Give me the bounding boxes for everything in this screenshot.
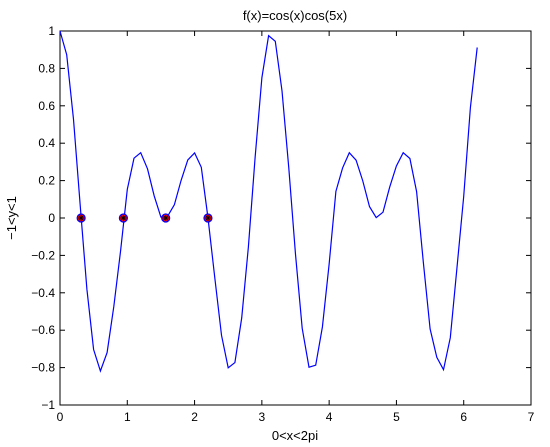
plot-area xyxy=(59,30,532,406)
y-tick-label: 0.4 xyxy=(38,136,55,150)
x-tick-label: 7 xyxy=(528,410,535,424)
x-tick-label: 2 xyxy=(191,410,198,424)
y-tick-label: 1 xyxy=(48,24,55,38)
y-axis-label: −1<y<1 xyxy=(4,196,19,240)
marker-star xyxy=(162,215,169,221)
x-tick-label: 1 xyxy=(124,410,131,424)
x-tick-label: 6 xyxy=(460,410,467,424)
x-tick-label: 0 xyxy=(57,410,64,424)
x-tick-label: 3 xyxy=(259,410,266,424)
marker-star xyxy=(204,215,211,221)
series-line xyxy=(59,30,478,373)
y-tick-label: 0.8 xyxy=(38,61,55,75)
x-axis-label: 0<x<2pi xyxy=(272,428,318,443)
chart-title: f(x)=cos(x)cos(5x) xyxy=(243,8,347,23)
zero-crossing-markers xyxy=(76,213,213,223)
y-tick-label: −1 xyxy=(41,398,55,412)
y-tick-label: 0 xyxy=(48,211,55,225)
y-tick-label: 0.6 xyxy=(38,99,55,113)
y-tick-label: −0.8 xyxy=(31,361,55,375)
x-tick-label: 4 xyxy=(326,410,333,424)
marker-star xyxy=(120,215,127,221)
y-tick-label: 0.2 xyxy=(38,174,55,188)
y-tick-label: −0.6 xyxy=(31,323,55,337)
y-tick-label: −0.2 xyxy=(31,248,55,262)
marker-star xyxy=(78,215,85,221)
y-axis: −1 −0.8 −0.6 −0.4 −0.2 0 0.2 0.4 0.6 0.8 1 xyxy=(31,24,531,412)
x-tick-label: 5 xyxy=(393,410,400,424)
x-axis: 0 1 2 3 4 5 6 7 xyxy=(57,31,535,424)
y-tick-label: −0.4 xyxy=(31,286,55,300)
